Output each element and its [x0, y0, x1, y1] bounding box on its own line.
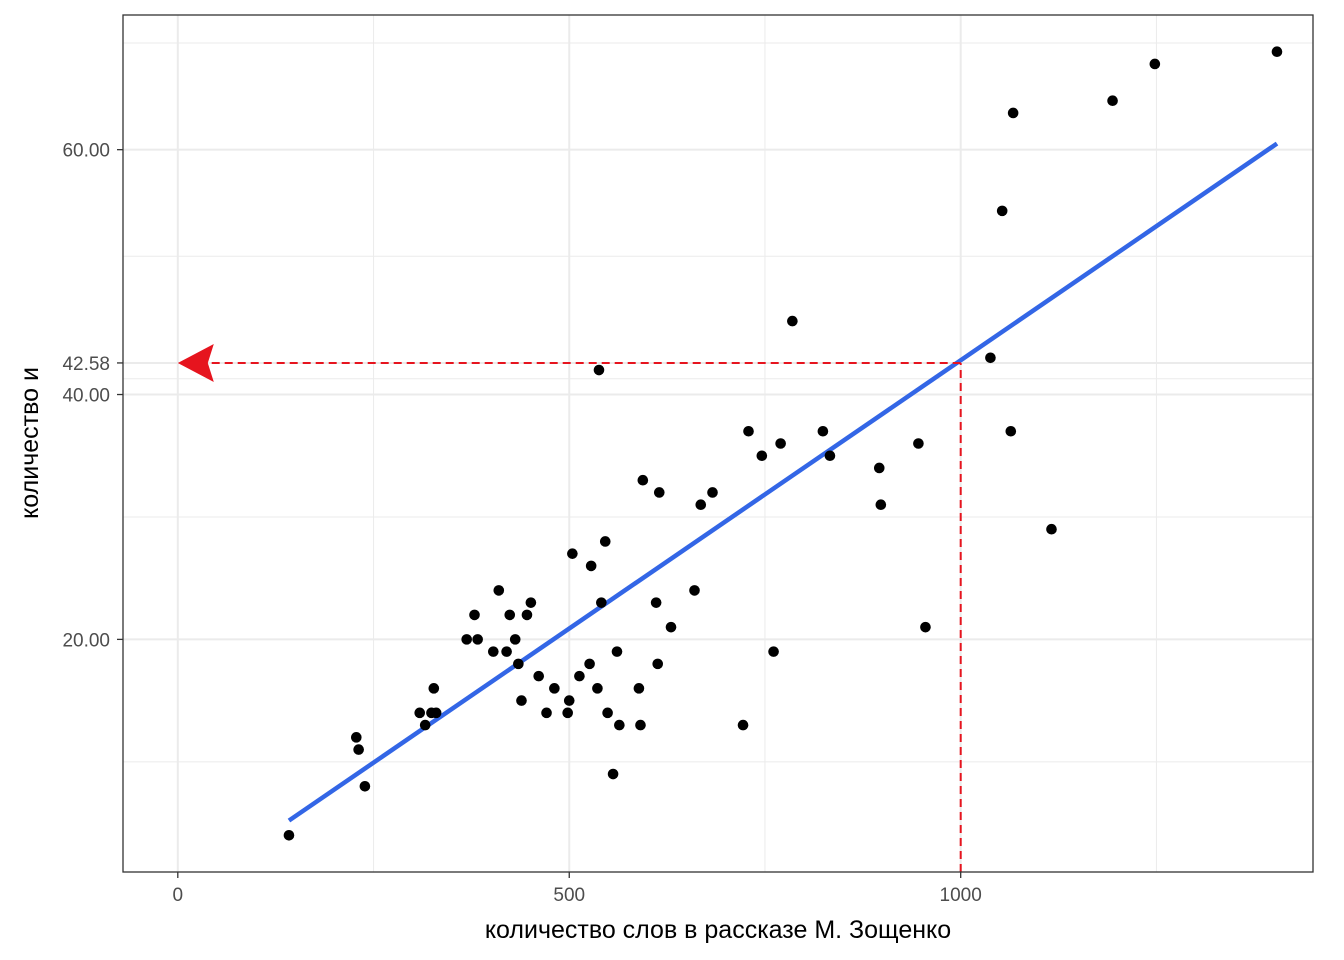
data-point: [584, 658, 595, 670]
data-point: [469, 609, 480, 621]
data-point: [817, 425, 829, 437]
y-axis-title: количество и: [16, 367, 44, 519]
data-point: [614, 719, 625, 731]
data-points: [283, 46, 1283, 841]
data-point: [1271, 46, 1283, 58]
data-point: [351, 732, 362, 743]
data-point: [525, 597, 537, 608]
data-point: [743, 425, 754, 437]
data-point: [541, 707, 552, 719]
data-point: [913, 438, 924, 449]
y-axis: 20.00 40.00 42.58 60.00: [62, 141, 123, 651]
data-point: [1149, 58, 1161, 70]
data-point: [488, 646, 499, 657]
data-point: [504, 609, 516, 621]
plot-border: [122, 14, 1314, 873]
data-point: [873, 462, 885, 474]
data-point: [472, 634, 483, 645]
data-point: [607, 768, 619, 780]
data-point: [549, 683, 560, 694]
data-point: [574, 670, 585, 682]
data-point: [1007, 107, 1019, 119]
data-point: [768, 646, 779, 657]
data-point: [602, 707, 613, 719]
x-tick-label: 500: [553, 885, 585, 906]
data-point: [637, 474, 649, 486]
data-point: [695, 499, 707, 511]
data-point: [996, 205, 1008, 217]
data-point: [635, 719, 646, 731]
data-point: [633, 683, 645, 694]
data-point: [414, 707, 426, 719]
x-tick-label: 0: [173, 885, 184, 906]
data-point: [665, 621, 677, 633]
data-point: [653, 487, 665, 498]
data-point: [1046, 523, 1057, 535]
y-tick-label: 60.00: [62, 141, 110, 162]
data-point: [593, 364, 605, 376]
y-tick-label: 20.00: [62, 630, 110, 651]
data-point: [650, 597, 662, 608]
data-point: [596, 597, 607, 608]
data-point: [920, 621, 931, 633]
data-point: [599, 536, 611, 547]
regression-line-group: [287, 141, 1279, 823]
data-point: [775, 438, 786, 449]
data-point: [567, 548, 578, 559]
data-point: [513, 658, 524, 670]
data-point: [756, 450, 768, 462]
data-point: [737, 719, 749, 731]
data-point: [428, 683, 440, 694]
data-point: [652, 658, 664, 670]
data-point: [562, 707, 573, 719]
data-point: [493, 585, 505, 596]
data-point: [1107, 95, 1118, 106]
data-point: [875, 499, 887, 511]
data-point: [353, 744, 364, 755]
data-point: [824, 450, 836, 462]
x-tick-label: 1000: [940, 885, 982, 906]
data-point: [509, 634, 521, 645]
data-point: [521, 609, 533, 621]
data-point: [585, 560, 597, 572]
prediction-guides: [177, 343, 962, 872]
y-tick-label: 42.58: [62, 354, 110, 375]
data-point: [516, 695, 527, 706]
data-point: [689, 585, 700, 596]
data-point: [985, 352, 996, 364]
data-point: [283, 829, 295, 841]
data-point: [533, 670, 545, 682]
y-tick-label: 40.00: [62, 386, 110, 407]
data-point: [611, 646, 623, 657]
data-point: [501, 646, 512, 657]
data-point: [430, 707, 442, 719]
data-point: [419, 719, 431, 731]
regression-line: [287, 141, 1279, 823]
data-point: [592, 683, 603, 694]
data-point: [461, 634, 472, 645]
arrow-head-icon: [177, 343, 214, 382]
data-point: [359, 781, 371, 792]
plot-panel: [123, 15, 1313, 872]
data-point: [1005, 425, 1017, 437]
x-axis: 0 500 1000: [173, 872, 982, 906]
data-point: [707, 487, 718, 498]
data-point: [787, 315, 798, 327]
data-point: [563, 695, 575, 706]
x-axis-title: количество слов в рассказе М. Зощенко: [485, 916, 951, 944]
